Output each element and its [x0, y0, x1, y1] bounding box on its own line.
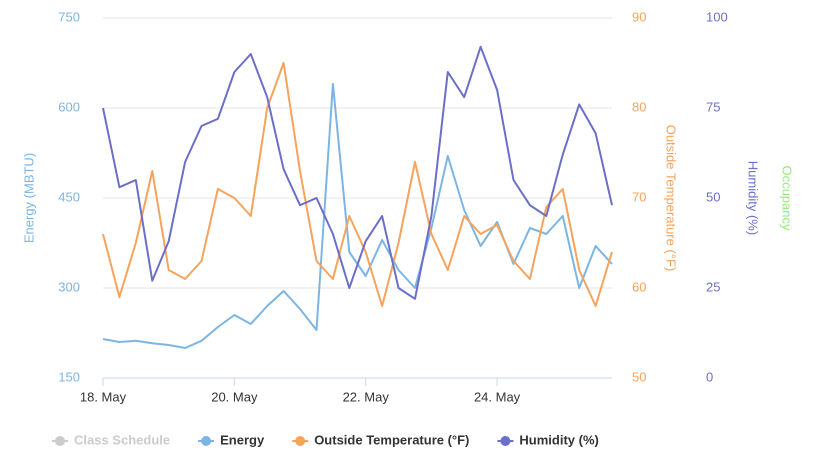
y-tick-label: 600 — [58, 99, 80, 114]
y3-axis-title: Humidity (%) — [746, 161, 761, 235]
y3-tick-label: 75 — [706, 99, 720, 114]
legend-item[interactable]: Class Schedule — [52, 432, 170, 447]
series-line — [102, 62, 613, 307]
legend-label: Energy — [220, 432, 265, 447]
legend-marker — [500, 436, 511, 446]
series-line — [102, 83, 613, 349]
x-tick-label: 24. May — [474, 389, 521, 404]
y-tick-label: 150 — [58, 369, 80, 384]
y2-tick-label: 70 — [632, 189, 646, 204]
y-axis-title: Energy (MBTU) — [21, 153, 36, 243]
y3-tick-label: 0 — [706, 369, 713, 384]
legend-item[interactable]: Humidity (%) — [497, 432, 599, 447]
legend-item[interactable]: Outside Temperature (°F) — [292, 432, 469, 447]
series-line — [102, 45, 613, 300]
y-tick-label: 750 — [58, 9, 80, 24]
y2-tick-label: 50 — [632, 369, 646, 384]
legend-marker — [201, 436, 212, 446]
y2-axis-title: Outside Temperature (°F) — [664, 125, 679, 272]
legend-label: Class Schedule — [74, 432, 170, 447]
y-tick-label: 300 — [58, 279, 80, 294]
legend-label: Humidity (%) — [519, 432, 598, 447]
x-tick-label: 20. May — [211, 389, 258, 404]
y4-axis-title: Occupancy — [780, 165, 795, 231]
legend-marker — [295, 436, 306, 446]
legend-item[interactable]: Energy — [198, 432, 265, 447]
x-tick-label: 22. May — [343, 389, 390, 404]
y2-tick-label: 90 — [632, 9, 646, 24]
x-tick-label: 18. May — [80, 389, 127, 404]
y3-tick-label: 50 — [706, 189, 720, 204]
y3-tick-label: 25 — [706, 279, 720, 294]
y2-tick-label: 60 — [632, 279, 646, 294]
legend-label: Outside Temperature (°F) — [314, 432, 469, 447]
y2-tick-label: 80 — [632, 99, 646, 114]
y-tick-label: 450 — [58, 189, 80, 204]
legend-marker — [55, 436, 65, 446]
y3-tick-label: 100 — [706, 9, 728, 24]
